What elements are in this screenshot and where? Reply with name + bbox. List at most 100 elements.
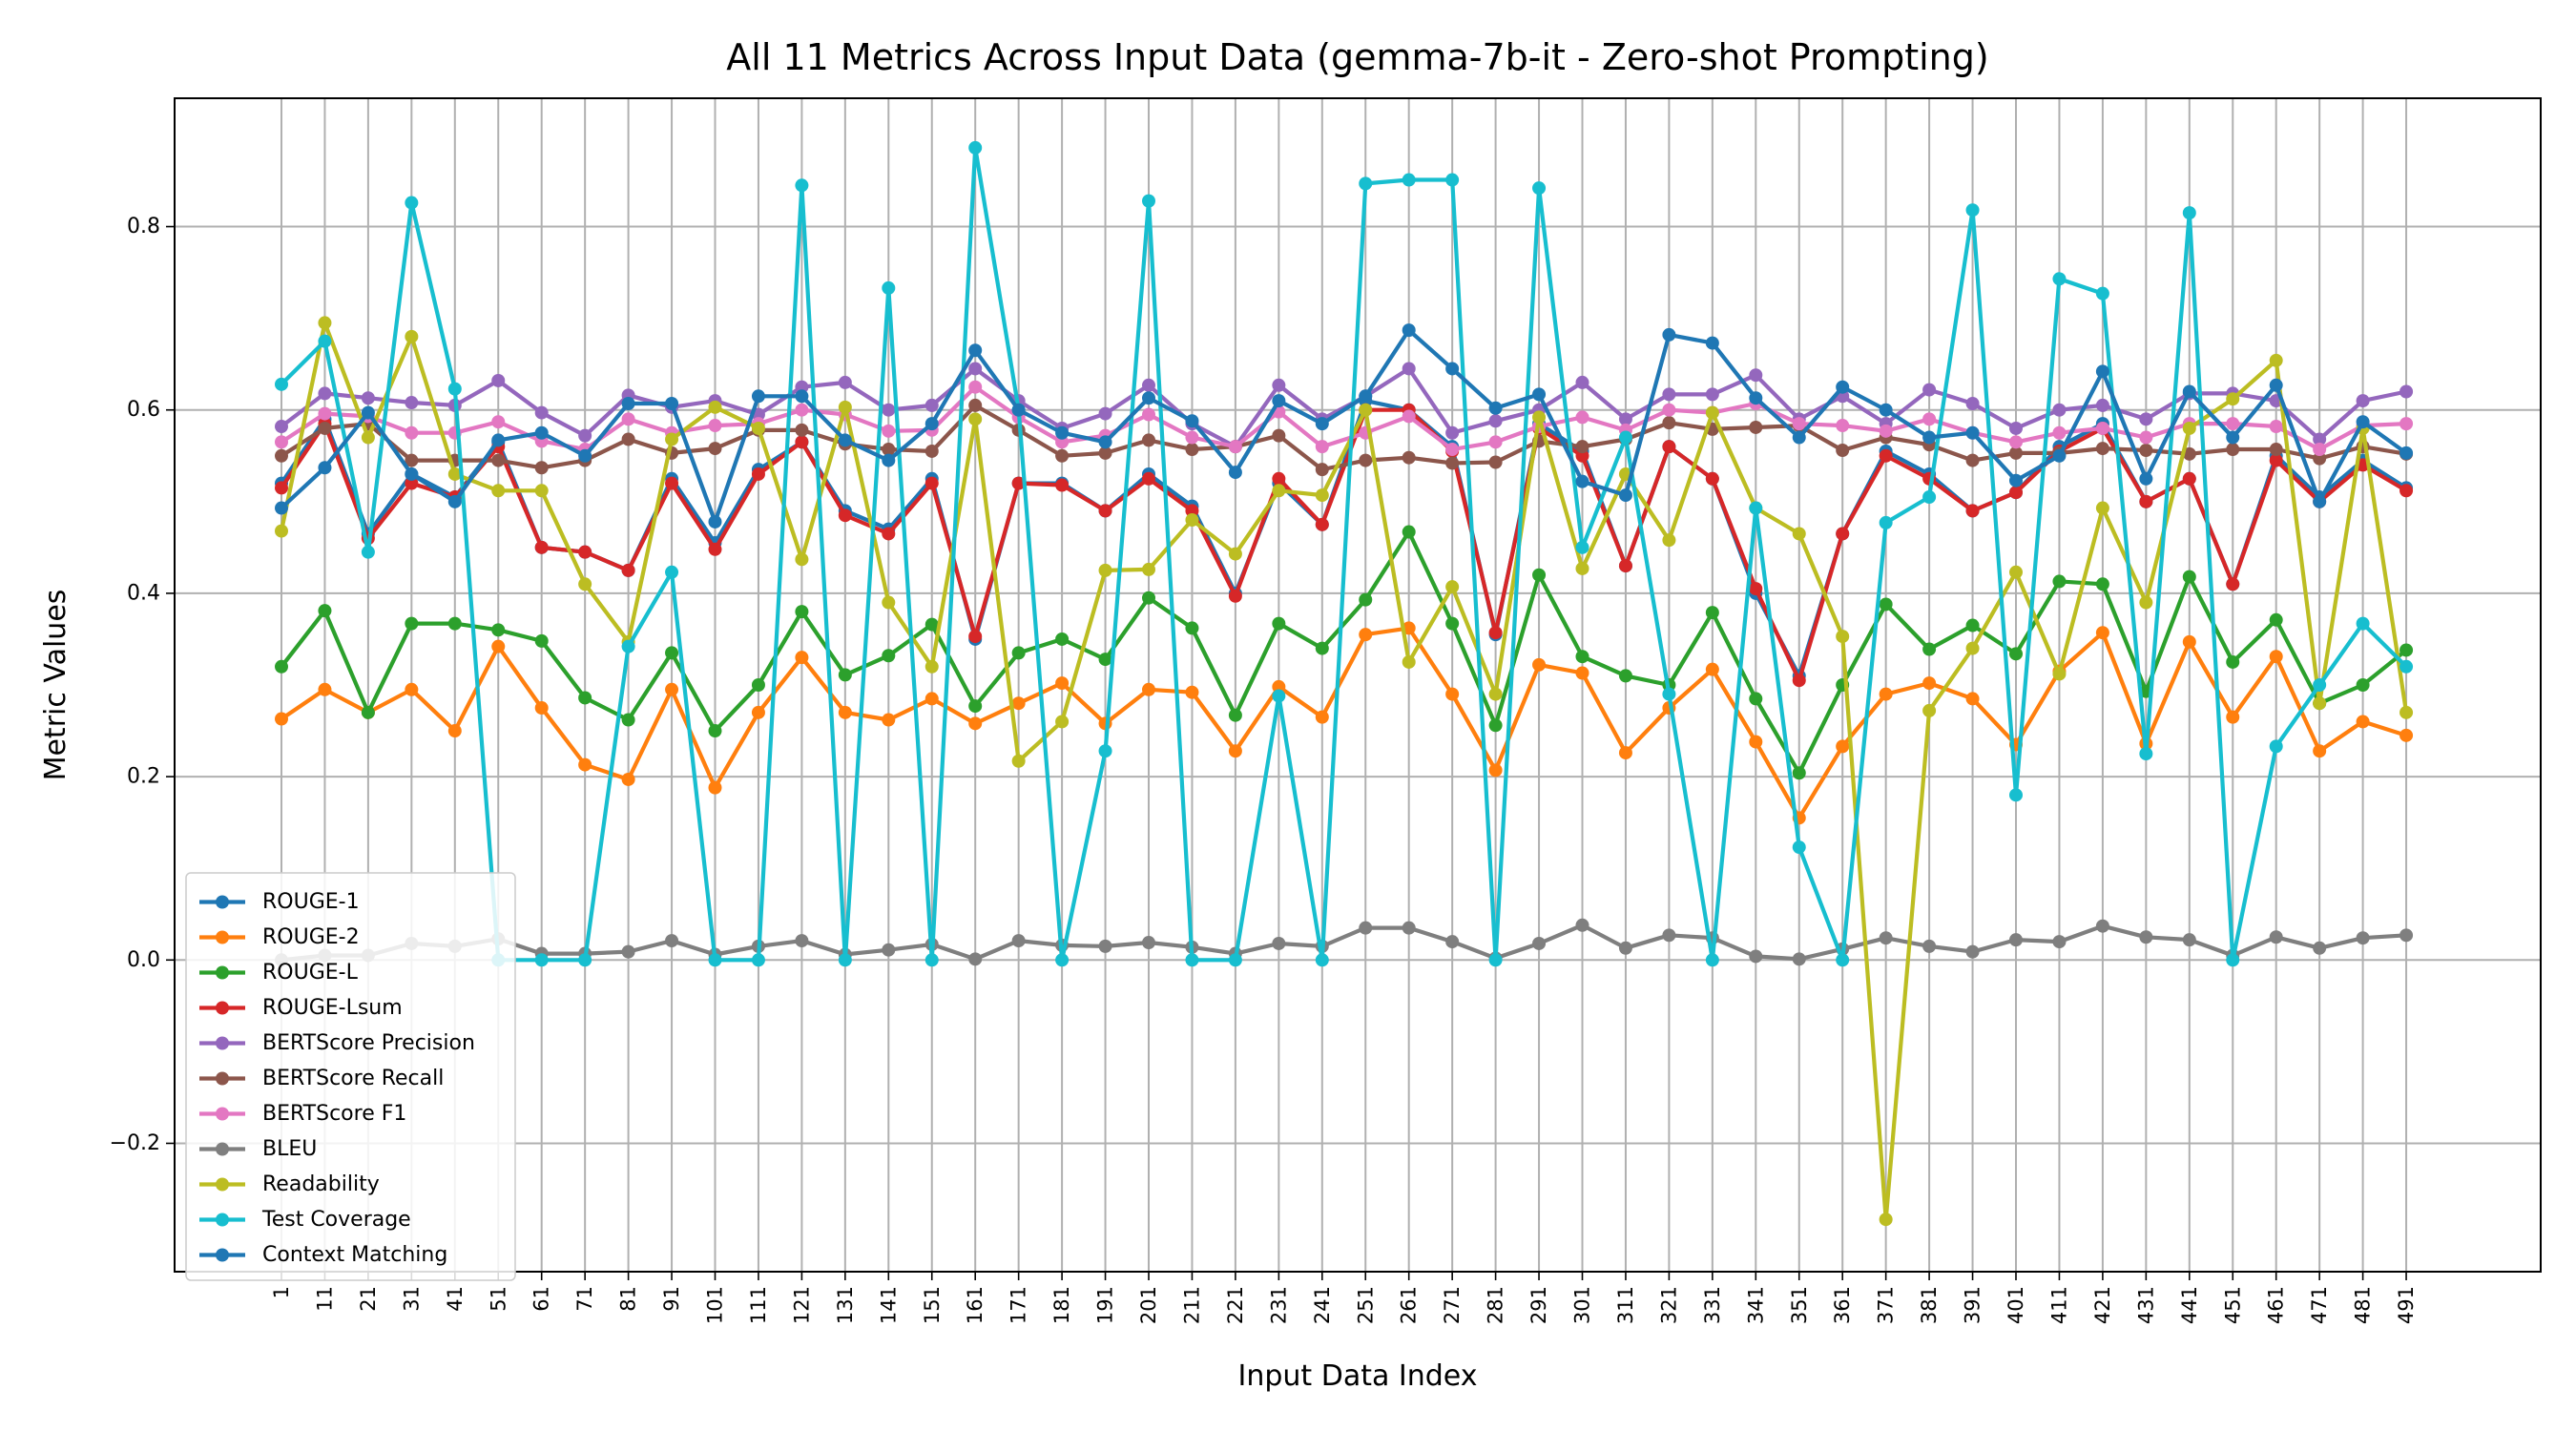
data-point bbox=[1228, 547, 1242, 561]
data-point bbox=[1185, 414, 1199, 428]
data-point bbox=[1142, 591, 1155, 605]
series-line bbox=[280, 384, 2407, 452]
data-point bbox=[2182, 206, 2196, 220]
data-point bbox=[1055, 448, 1070, 463]
data-point bbox=[275, 448, 288, 463]
data-point bbox=[1272, 428, 1286, 443]
data-point bbox=[924, 692, 939, 706]
data-point bbox=[361, 405, 375, 420]
x-tick-label: 121 bbox=[790, 1286, 813, 1324]
data-point bbox=[882, 453, 896, 467]
data-point bbox=[1922, 676, 1937, 691]
data-point bbox=[1098, 653, 1112, 667]
data-point bbox=[2095, 364, 2109, 379]
data-point bbox=[708, 953, 722, 967]
data-point bbox=[924, 398, 939, 412]
data-point bbox=[318, 461, 332, 475]
data-point bbox=[2269, 420, 2283, 434]
data-point bbox=[1142, 936, 1155, 950]
legend-swatch-marker bbox=[216, 1142, 229, 1156]
data-point bbox=[1011, 476, 1026, 490]
data-point bbox=[2095, 501, 2109, 515]
x-tick-label: 221 bbox=[1224, 1286, 1247, 1324]
data-point bbox=[491, 433, 506, 447]
legend-swatch-marker bbox=[216, 1107, 229, 1121]
data-point bbox=[1879, 448, 1893, 463]
series-context-matching bbox=[275, 323, 2414, 529]
data-point bbox=[1185, 621, 1199, 635]
data-point bbox=[1705, 953, 1719, 967]
data-point bbox=[1315, 953, 1329, 967]
data-point bbox=[1445, 616, 1460, 631]
data-point bbox=[2095, 398, 2109, 412]
data-point bbox=[1792, 840, 1806, 855]
data-point bbox=[2399, 659, 2414, 674]
data-point bbox=[2009, 788, 2023, 802]
data-point bbox=[1098, 406, 1112, 421]
data-point bbox=[2052, 272, 2067, 286]
data-point bbox=[447, 382, 462, 396]
y-tick-label: 0.6 bbox=[127, 398, 160, 422]
data-point bbox=[2313, 443, 2327, 457]
data-point bbox=[924, 444, 939, 458]
data-point bbox=[1705, 336, 1719, 350]
data-point bbox=[1055, 435, 1070, 449]
data-point bbox=[1359, 592, 1373, 607]
data-point bbox=[578, 448, 592, 463]
data-point bbox=[1272, 394, 1286, 408]
legend-label: BERTScore F1 bbox=[262, 1102, 406, 1126]
series-layer bbox=[275, 140, 2414, 1227]
data-point bbox=[361, 705, 375, 719]
x-tick-label: 141 bbox=[877, 1286, 900, 1324]
data-point bbox=[838, 705, 852, 719]
data-point bbox=[1792, 766, 1806, 780]
data-point bbox=[2009, 473, 2023, 487]
data-point bbox=[2139, 747, 2153, 761]
data-point bbox=[2182, 446, 2196, 461]
data-point bbox=[318, 334, 332, 348]
data-point bbox=[924, 659, 939, 674]
data-point bbox=[2313, 432, 2327, 446]
data-point bbox=[1098, 435, 1112, 449]
data-point bbox=[2399, 384, 2414, 399]
data-point bbox=[882, 280, 896, 295]
data-point bbox=[2399, 643, 2414, 657]
x-tick-label: 331 bbox=[1701, 1286, 1724, 1324]
plot-frame bbox=[174, 97, 2542, 1273]
data-point bbox=[1922, 490, 1937, 505]
data-point bbox=[1315, 517, 1329, 531]
data-point bbox=[1879, 424, 1893, 438]
y-axis-label: Metric Values bbox=[39, 590, 73, 781]
data-point bbox=[621, 772, 635, 786]
data-point bbox=[1402, 323, 1416, 338]
data-point bbox=[361, 391, 375, 405]
x-tick-label: 471 bbox=[2308, 1286, 2331, 1324]
data-point bbox=[1705, 405, 1719, 420]
data-point bbox=[1965, 504, 1980, 518]
data-point bbox=[708, 542, 722, 556]
data-point bbox=[968, 343, 983, 358]
data-point bbox=[795, 178, 809, 193]
data-point bbox=[1228, 440, 1242, 454]
data-point bbox=[882, 595, 896, 610]
data-point bbox=[968, 398, 983, 412]
data-point bbox=[1359, 921, 1373, 935]
data-point bbox=[2009, 933, 2023, 947]
data-point bbox=[1011, 403, 1026, 417]
data-point bbox=[2095, 442, 2109, 456]
data-point bbox=[751, 389, 765, 404]
data-point bbox=[491, 373, 506, 387]
data-point bbox=[447, 467, 462, 481]
data-point bbox=[491, 415, 506, 429]
series-rouge-l bbox=[275, 525, 2414, 780]
data-point bbox=[2052, 574, 2067, 589]
data-point bbox=[1142, 682, 1155, 696]
data-point bbox=[1142, 471, 1155, 486]
data-point bbox=[2052, 448, 2067, 463]
x-tick-label: 411 bbox=[2047, 1286, 2070, 1324]
data-point bbox=[2009, 486, 2023, 500]
data-point bbox=[751, 678, 765, 692]
legend-label: BERTScore Recall bbox=[262, 1067, 444, 1090]
data-point bbox=[534, 953, 549, 967]
data-point bbox=[2269, 930, 2283, 944]
